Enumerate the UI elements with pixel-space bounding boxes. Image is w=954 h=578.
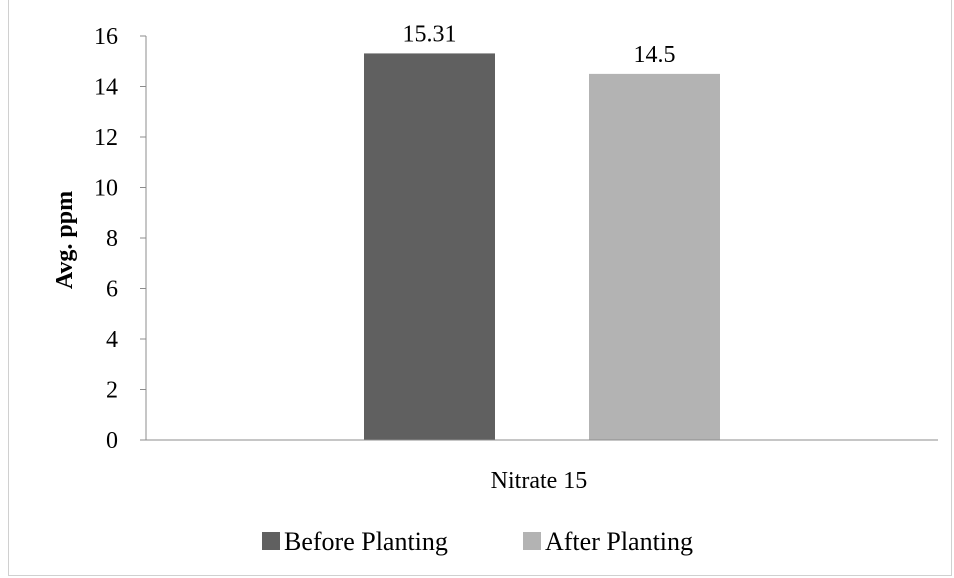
legend-label: After Planting — [545, 527, 693, 556]
y-tick-label: 12 — [94, 125, 118, 151]
bar-before-planting — [364, 53, 495, 441]
data-label: 14.5 — [634, 42, 676, 68]
data-label: 15.31 — [403, 21, 457, 47]
y-tick-label: 4 — [106, 327, 118, 353]
bar-after-planting — [589, 73, 720, 440]
legend-label: Before Planting — [284, 527, 448, 556]
y-tick-label: 14 — [94, 75, 118, 101]
y-axis-title: Avg. ppm — [52, 191, 78, 289]
y-axis-ticks: 0 2 4 6 8 10 12 14 16 — [94, 24, 146, 454]
legend: Before Planting After Planting — [262, 527, 693, 556]
y-tick-label: 6 — [106, 277, 118, 303]
y-tick-label: 16 — [94, 24, 118, 50]
y-tick-label: 8 — [106, 226, 118, 252]
y-tick-label: 10 — [94, 176, 118, 202]
legend-swatch — [262, 532, 280, 550]
bars — [364, 53, 720, 441]
data-labels: 15.31 14.5 — [403, 21, 676, 67]
y-tick-label: 0 — [106, 428, 118, 454]
legend-swatch — [523, 532, 541, 550]
x-category-label: Nitrate 15 — [491, 468, 588, 494]
y-tick-label: 2 — [106, 378, 118, 404]
